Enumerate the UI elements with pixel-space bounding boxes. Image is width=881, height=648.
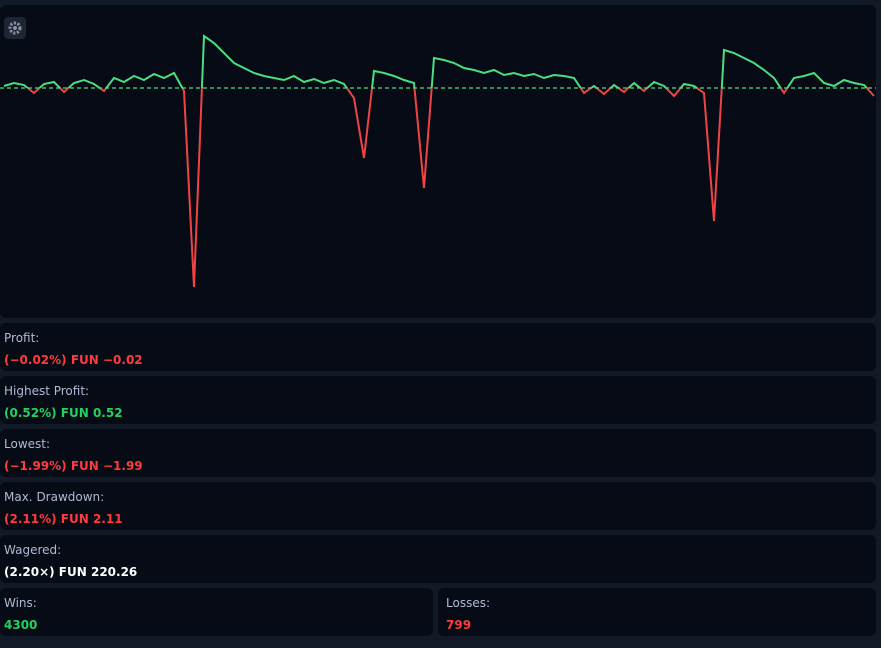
stat-label: Wagered: [4,543,62,557]
settings-button[interactable] [4,17,26,39]
losses-panel: Losses: 799 [438,588,876,636]
stat-panel: Highest Profit: (0.52%) FUN 0.52 [0,376,876,424]
stat-value: (−1.99%) FUN −1.99 [4,459,143,473]
stat-panel: Max. Drawdown: (2.11%) FUN 2.11 [0,482,876,530]
stat-value: (2.11%) FUN 2.11 [4,512,123,526]
stat-value: (2.20×) FUN 220.26 [4,565,138,579]
wins-value: 4300 [4,618,38,632]
stat-label: Lowest: [4,437,51,451]
stat-label: Max. Drawdown: [4,490,105,504]
chart [0,34,876,288]
stat-panel: Profit: (−0.02%) FUN −0.02 [0,323,876,371]
stat-panel: Lowest: (−1.99%) FUN −1.99 [0,429,876,477]
wins-label: Wins: [4,596,37,610]
stat-value: (−0.02%) FUN −0.02 [4,353,143,367]
chart-panel [0,5,876,318]
wins-panel: Wins: 4300 [0,588,433,636]
losses-value: 799 [446,618,472,632]
profit-line-negative [26,88,875,288]
stat-label: Profit: [4,331,40,345]
profit-line-positive [3,34,869,88]
gear-icon [8,21,22,35]
stat-label: Highest Profit: [4,384,90,398]
stat-value: (0.52%) FUN 0.52 [4,406,123,420]
losses-label: Losses: [446,596,490,610]
stat-panel: Wagered: (2.20×) FUN 220.26 [0,535,876,583]
